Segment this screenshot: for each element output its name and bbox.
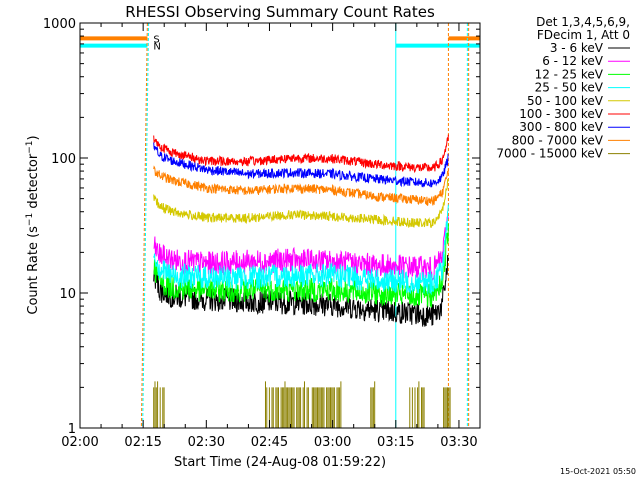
- legend-entry-label: 100 - 300 keV: [519, 107, 603, 121]
- x-axis-title: Start Time (24-Aug-08 01:59:22): [174, 455, 386, 470]
- footer-timestamp: 15-Oct-2021 05:50: [560, 467, 636, 476]
- y-tick-label: 100: [51, 152, 76, 167]
- y-tick-label: 1: [68, 422, 76, 437]
- plot-area: SN: [79, 22, 480, 429]
- mode-boundary-line: [140, 22, 148, 429]
- y-axis-title-end: ): [26, 135, 41, 140]
- status-bar-label-s: S: [153, 34, 159, 45]
- y-axis: 1 10 100 1000: [43, 17, 480, 437]
- y-axis-title-main: Count Rate (s: [26, 226, 41, 315]
- legend-entry-label: 7000 - 15000 keV: [496, 147, 603, 161]
- plot-frame: [79, 22, 481, 429]
- legend-entry-label: 800 - 7000 keV: [512, 133, 604, 147]
- y-axis-title: Count Rate (s−1 detector−1): [25, 135, 41, 314]
- series-line-4: [153, 178, 449, 229]
- x-tick-label: 03:15: [377, 435, 414, 450]
- series-line-0: [153, 254, 449, 327]
- series-line-7: [153, 165, 449, 207]
- x-tick-label: 02:45: [251, 435, 288, 450]
- y-axis-title-sup1: −1: [25, 213, 35, 226]
- legend-entry-label: 25 - 50 keV: [535, 81, 604, 95]
- x-axis: 02:00 02:15 02:30 02:45 03:00 03:15 03:30: [61, 23, 481, 450]
- legend-entry-label: 50 - 100 keV: [527, 94, 604, 108]
- x-tick-label: 03:30: [440, 435, 477, 450]
- legend-header-line-1: Det 1,3,4,5,6,9,: [536, 15, 630, 29]
- x-tick-label: 02:30: [188, 435, 225, 450]
- y-tick-label: 10: [59, 287, 76, 302]
- y-axis-title-sup2: −1: [25, 140, 35, 153]
- legend-entry-label: 12 - 25 keV: [535, 67, 604, 81]
- x-tick-label: 02:00: [61, 435, 98, 450]
- series-line-6: [153, 142, 449, 188]
- status-bar-label-n: N: [153, 42, 160, 53]
- series-line-3: [153, 204, 449, 296]
- mode-boundary-line: [142, 22, 150, 429]
- legend-header-line-2: FDecim 1, Att 0: [537, 28, 630, 42]
- y-axis-title-mid: detector: [26, 153, 41, 213]
- series-line-5: [153, 134, 449, 174]
- x-tick-label: 02:15: [124, 435, 161, 450]
- background-burst-series: [153, 381, 451, 428]
- legend-entry-label: 6 - 12 keV: [542, 54, 604, 68]
- y-tick-label: 1000: [43, 17, 76, 32]
- legend: Det 1,3,4,5,6,9, FDecim 1, Att 0 3 - 6 k…: [496, 15, 630, 161]
- chart-title: RHESSI Observing Summary Count Rates: [125, 3, 435, 21]
- x-tick-label: 03:00: [314, 435, 351, 450]
- legend-entry-label: 300 - 800 keV: [519, 120, 603, 134]
- legend-entry-label: 3 - 6 keV: [550, 41, 604, 55]
